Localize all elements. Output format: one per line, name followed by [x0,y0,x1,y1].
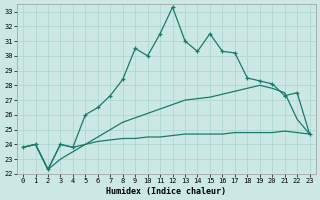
X-axis label: Humidex (Indice chaleur): Humidex (Indice chaleur) [106,187,226,196]
